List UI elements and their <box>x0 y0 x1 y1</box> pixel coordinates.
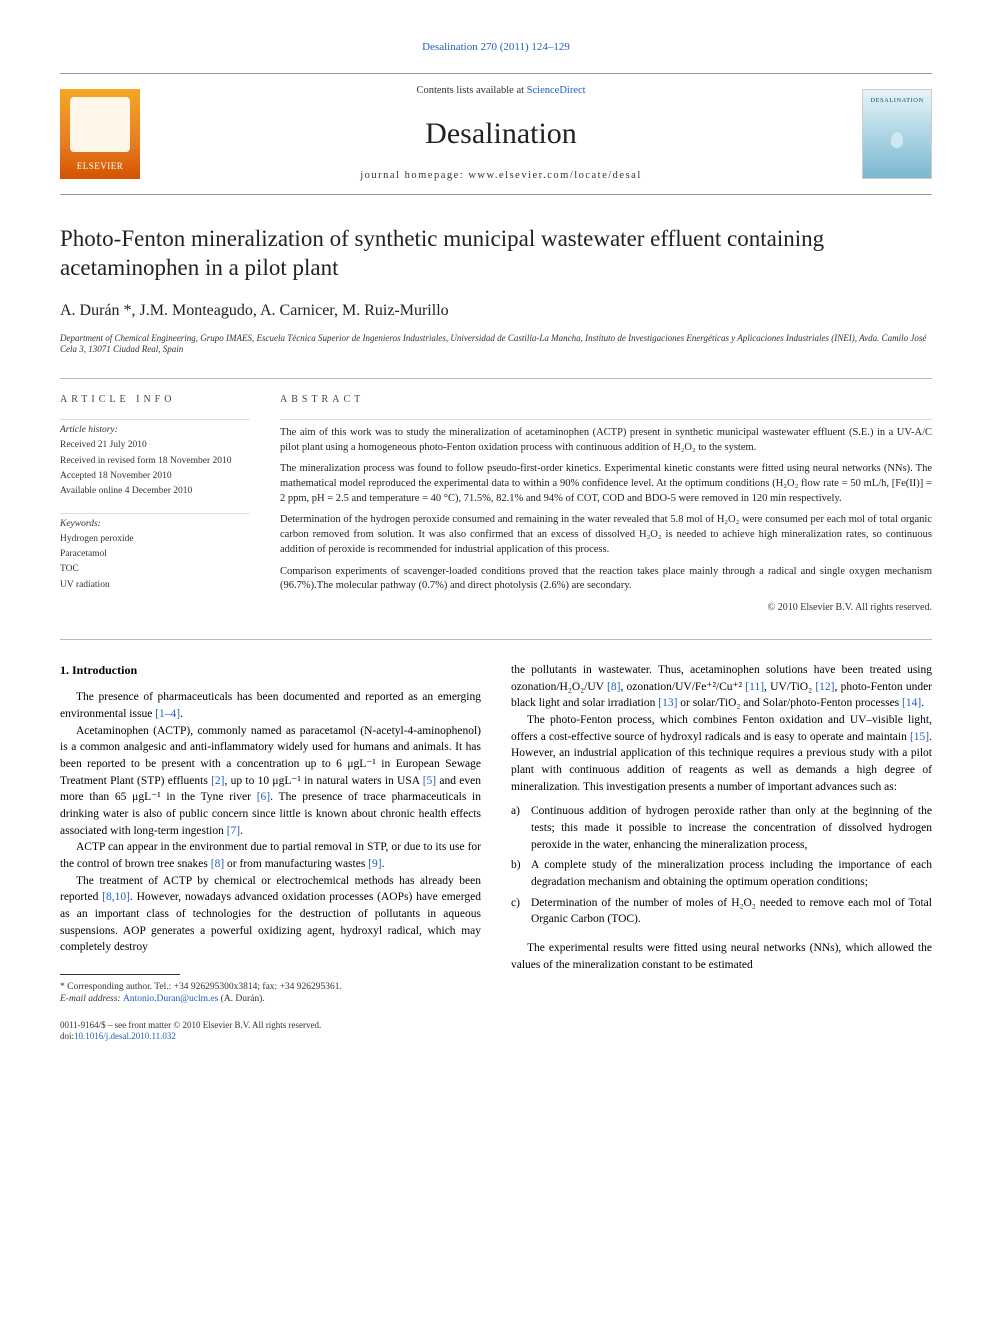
text: , UV/TiO₂ <box>764 681 815 693</box>
list-text: Determination of the number of moles of … <box>531 895 932 928</box>
email-suffix: (A. Durán). <box>218 994 264 1004</box>
ref-link[interactable]: [15] <box>910 731 929 743</box>
journal-title: Desalination <box>160 113 842 155</box>
ref-link[interactable]: [8] <box>211 858 224 870</box>
keyword: TOC <box>60 563 250 576</box>
abstract-block: ABSTRACT The aim of this work was to stu… <box>280 393 932 615</box>
ref-link[interactable]: [1–4] <box>155 708 180 720</box>
body-para: ACTP can appear in the environment due t… <box>60 839 481 872</box>
sciencedirect-link[interactable]: ScienceDirect <box>527 85 586 96</box>
keyword: Paracetamol <box>60 548 250 561</box>
bottom-meta: 0011-9164/$ – see front matter © 2010 El… <box>60 1020 481 1043</box>
elsevier-logo: ELSEVIER <box>60 89 140 179</box>
text: The presence of pharmaceuticals has been… <box>60 691 481 720</box>
homepage-line: journal homepage: www.elsevier.com/locat… <box>160 169 842 184</box>
ref-link[interactable]: [7] <box>227 825 240 837</box>
homepage-url[interactable]: www.elsevier.com/locate/desal <box>468 170 641 181</box>
body-para: The presence of pharmaceuticals has been… <box>60 689 481 722</box>
text: The photo-Fenton process, which combines… <box>511 714 932 743</box>
keywords-label: Keywords: <box>60 513 250 531</box>
ref-link[interactable]: [14] <box>902 697 921 709</box>
text: , ozonation/UV/Fe⁺²/Cu⁺² <box>620 681 745 693</box>
list-text: A complete study of the mineralization p… <box>531 857 932 890</box>
list-marker: a) <box>511 803 531 853</box>
article-info-heading: ARTICLE INFO <box>60 393 250 407</box>
abstract-p3: Determination of the hydrogen peroxide c… <box>280 513 932 557</box>
body-para: The photo-Fenton process, which combines… <box>511 712 932 795</box>
abstract-p2: The mineralization process was found to … <box>280 462 932 506</box>
authors: A. Durán *, J.M. Monteagudo, A. Carnicer… <box>60 300 932 322</box>
doi-link[interactable]: 10.1016/j.desal.2010.11.032 <box>74 1031 176 1041</box>
body-column-right: the pollutants in wastewater. Thus, acet… <box>511 662 932 1043</box>
body-para: The experimental results were fitted usi… <box>511 940 932 973</box>
corresponding-author-footnote: * Corresponding author. Tel.: +34 926295… <box>60 981 481 1006</box>
text: . <box>382 858 385 870</box>
text: or from manufacturing wastes <box>224 858 368 870</box>
contents-line: Contents lists available at ScienceDirec… <box>160 84 842 99</box>
ref-link[interactable]: [5] <box>423 775 436 787</box>
text: . <box>180 708 183 720</box>
abstract-heading: ABSTRACT <box>280 393 932 407</box>
text: or solar/TiO₂ and Solar/photo-Fenton pro… <box>677 697 902 709</box>
abstract-copyright: © 2010 Elsevier B.V. All rights reserved… <box>280 601 932 615</box>
ref-link[interactable]: [9] <box>368 858 381 870</box>
email-link[interactable]: Antonio.Duran@uclm.es <box>123 994 218 1004</box>
history-label: Article history: <box>60 419 250 437</box>
contents-prefix: Contents lists available at <box>416 85 526 96</box>
cover-drop-icon <box>891 132 903 148</box>
accepted-date: Accepted 18 November 2010 <box>60 470 250 483</box>
ref-link[interactable]: [8,10] <box>102 891 130 903</box>
homepage-prefix: journal homepage: <box>360 170 468 181</box>
list-text: Continuous addition of hydrogen peroxide… <box>531 803 932 853</box>
text: , up to 10 μgL⁻¹ in natural waters in US… <box>225 775 423 787</box>
cover-title: DESALINATION <box>863 90 931 105</box>
ref-link[interactable]: [13] <box>658 697 677 709</box>
abstract-p1: The aim of this work was to study the mi… <box>280 426 932 455</box>
footnote-rule <box>60 974 180 975</box>
body-para: The treatment of ACTP by chemical or ele… <box>60 873 481 956</box>
ref-link[interactable]: [11] <box>745 681 764 693</box>
top-citation[interactable]: Desalination 270 (2011) 124–129 <box>60 40 932 55</box>
journal-header: ELSEVIER Contents lists available at Sci… <box>60 73 932 194</box>
body-para: Acetaminophen (ACTP), commonly named as … <box>60 723 481 840</box>
abstract-p4: Comparison experiments of scavenger-load… <box>280 565 932 594</box>
section-heading: 1. Introduction <box>60 662 481 679</box>
received-date: Received 21 July 2010 <box>60 439 250 452</box>
affiliation: Department of Chemical Engineering, Grup… <box>60 333 932 356</box>
journal-cover: DESALINATION <box>862 89 932 179</box>
keyword: Hydrogen peroxide <box>60 533 250 546</box>
section-divider <box>60 639 932 640</box>
keyword: UV radiation <box>60 579 250 592</box>
text: . <box>921 697 924 709</box>
list-item: a) Continuous addition of hydrogen perox… <box>511 803 932 853</box>
list-marker: b) <box>511 857 531 890</box>
online-date: Available online 4 December 2010 <box>60 485 250 498</box>
list-item: c) Determination of the number of moles … <box>511 895 932 928</box>
body-para: the pollutants in wastewater. Thus, acet… <box>511 662 932 712</box>
ref-link[interactable]: [6] <box>257 791 270 803</box>
ref-link[interactable]: [8] <box>607 681 620 693</box>
list-marker: c) <box>511 895 531 928</box>
front-matter-line: 0011-9164/$ – see front matter © 2010 El… <box>60 1020 481 1032</box>
email-label: E-mail address: <box>60 994 123 1004</box>
publisher-name: ELSEVIER <box>77 160 124 173</box>
revised-date: Received in revised form 18 November 201… <box>60 455 250 468</box>
ref-link[interactable]: [12] <box>815 681 834 693</box>
article-title: Photo-Fenton mineralization of synthetic… <box>60 225 932 283</box>
footnote-corr: * Corresponding author. Tel.: +34 926295… <box>60 981 481 993</box>
text: . <box>240 825 243 837</box>
body-column-left: 1. Introduction The presence of pharmace… <box>60 662 481 1043</box>
article-info-block: ARTICLE INFO Article history: Received 2… <box>60 393 250 615</box>
ref-link[interactable]: [2] <box>211 775 224 787</box>
authors-text: A. Durán *, J.M. Monteagudo, A. Carnicer… <box>60 302 449 319</box>
doi-prefix: doi: <box>60 1031 74 1041</box>
list-item: b) A complete study of the mineralizatio… <box>511 857 932 890</box>
